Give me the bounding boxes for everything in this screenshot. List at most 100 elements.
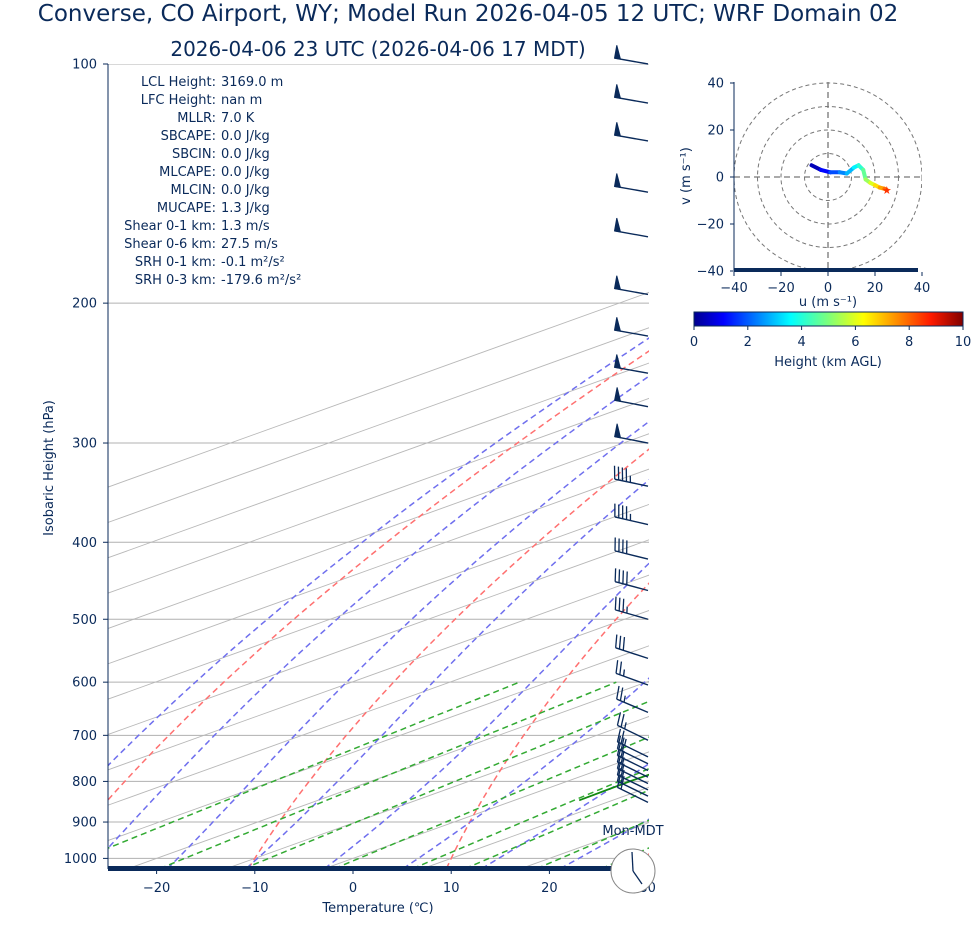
x-axis-ticks: −20 −10 0 10 20 30 bbox=[143, 869, 656, 896]
hodograph-trace: ★ bbox=[809, 163, 892, 197]
isotherm-line bbox=[108, 362, 649, 559]
y-tick-label: 700 bbox=[72, 729, 97, 744]
wind-barb bbox=[613, 317, 649, 337]
wind-barb bbox=[614, 537, 649, 560]
barb-flag bbox=[613, 122, 622, 137]
x-tick-label: −10 bbox=[241, 881, 268, 896]
mixing-ratio-line bbox=[108, 681, 520, 849]
colorbar-tick-label: 8 bbox=[905, 335, 913, 350]
isotherm-line bbox=[108, 645, 649, 842]
hodo-y-tick-label: 20 bbox=[707, 124, 724, 139]
barb-flag bbox=[613, 173, 622, 188]
barb-full bbox=[622, 598, 625, 613]
parcel-path-line bbox=[717, 141, 972, 800]
mixing-ratio-line bbox=[648, 867, 649, 869]
colorbar-tick-label: 2 bbox=[744, 335, 752, 350]
hodo-x-tick-label: 0 bbox=[824, 281, 832, 296]
index-value: nan m bbox=[221, 93, 262, 108]
y-tick-label: 500 bbox=[72, 613, 97, 628]
local-time-clock: Mon-MDT bbox=[602, 824, 664, 894]
wind-barb bbox=[616, 761, 649, 791]
wind-barb bbox=[614, 387, 649, 408]
clock-label: Mon-MDT bbox=[602, 824, 663, 839]
index-label: SRH 0-1 km: bbox=[135, 255, 216, 270]
wind-barb bbox=[616, 728, 649, 758]
isotherm-line bbox=[108, 327, 649, 523]
barb-half bbox=[623, 738, 627, 746]
wind-barb bbox=[613, 122, 649, 142]
wind-barb bbox=[613, 84, 649, 104]
wind-barb bbox=[616, 712, 649, 741]
wind-barb bbox=[613, 465, 649, 487]
cape-shade-area bbox=[750, 64, 972, 735]
mixing-ratio-line bbox=[243, 700, 649, 869]
mixing-ratio-layer bbox=[108, 681, 649, 869]
barb-staff bbox=[617, 724, 649, 741]
wind-barb bbox=[614, 423, 649, 444]
y-tick-label: 800 bbox=[72, 775, 97, 790]
index-label: SBCAPE: bbox=[161, 129, 216, 144]
index-value: 3169.0 m bbox=[221, 75, 283, 90]
barb-staff bbox=[617, 748, 649, 765]
colorbar-label: Height (km AGL) bbox=[774, 355, 882, 370]
wind-barb bbox=[614, 568, 649, 592]
barb-full bbox=[616, 685, 620, 700]
hodo-y-tick-label: 40 bbox=[707, 77, 724, 92]
colorbar-tick-label: 6 bbox=[851, 335, 859, 350]
barb-full bbox=[622, 636, 626, 651]
wind-barb bbox=[613, 217, 649, 238]
hodo-x-label: u (m s⁻¹) bbox=[799, 295, 857, 310]
index-value: 27.5 m/s bbox=[221, 237, 278, 252]
moist-adiabat-line bbox=[166, 420, 649, 869]
index-label: LFC Height: bbox=[141, 93, 216, 108]
barb-flag bbox=[613, 84, 622, 99]
wind-barb bbox=[614, 596, 649, 620]
wind-barb bbox=[613, 173, 649, 193]
index-value: 0.0 J/kg bbox=[221, 147, 270, 162]
barb-staff bbox=[617, 761, 649, 778]
barb-flag bbox=[613, 354, 622, 369]
x-tick-label: 20 bbox=[541, 881, 558, 896]
barb-full bbox=[615, 660, 619, 674]
barb-full bbox=[620, 713, 625, 728]
index-value: -0.1 m²/s² bbox=[221, 255, 285, 270]
barb-full bbox=[614, 596, 617, 610]
colorbar-gradient bbox=[693, 311, 964, 327]
dry-adiabat-line bbox=[247, 448, 649, 869]
hodo-y-tick-label: −20 bbox=[697, 218, 724, 233]
y-tick-label: 600 bbox=[72, 676, 97, 691]
barb-full bbox=[619, 687, 624, 701]
y-tick-label: 1000 bbox=[64, 852, 97, 867]
cape-shading-layer bbox=[750, 64, 972, 735]
colorbar-tick-label: 10 bbox=[955, 335, 972, 350]
mixing-ratio-line bbox=[536, 819, 649, 869]
dry-adiabat-line bbox=[843, 64, 972, 869]
index-label: MLCAPE: bbox=[159, 165, 216, 180]
barb-full bbox=[615, 634, 618, 648]
mixing-ratio-line bbox=[601, 847, 649, 869]
index-label: MLCIN: bbox=[171, 183, 216, 198]
isotherm-line bbox=[108, 433, 649, 629]
barb-full bbox=[616, 728, 622, 743]
barb-half bbox=[623, 695, 626, 703]
barb-half bbox=[622, 669, 626, 677]
barb-staff bbox=[617, 741, 649, 758]
clock-hour-hand bbox=[632, 870, 643, 885]
moist-adiabat-line bbox=[245, 478, 649, 869]
index-value: 1.3 m/s bbox=[221, 219, 270, 234]
wind-barb bbox=[616, 685, 649, 714]
index-label: LCL Height: bbox=[141, 75, 216, 90]
isobar-layer bbox=[108, 64, 649, 859]
barb-staff bbox=[614, 550, 649, 560]
x-tick-label: 10 bbox=[443, 881, 460, 896]
hodo-y-label: v (m s⁻¹) bbox=[679, 147, 694, 205]
colorbar-tick-label: 4 bbox=[797, 335, 805, 350]
barb-staff bbox=[615, 647, 649, 660]
isotherm-line bbox=[108, 291, 649, 488]
index-label: MUCAPE: bbox=[157, 201, 216, 216]
wind-barb-column bbox=[613, 45, 649, 803]
hodo-x-tick-label: 40 bbox=[914, 281, 931, 296]
index-label: SRH 0-3 km: bbox=[135, 273, 216, 288]
dry-adiabat-line bbox=[108, 350, 649, 802]
